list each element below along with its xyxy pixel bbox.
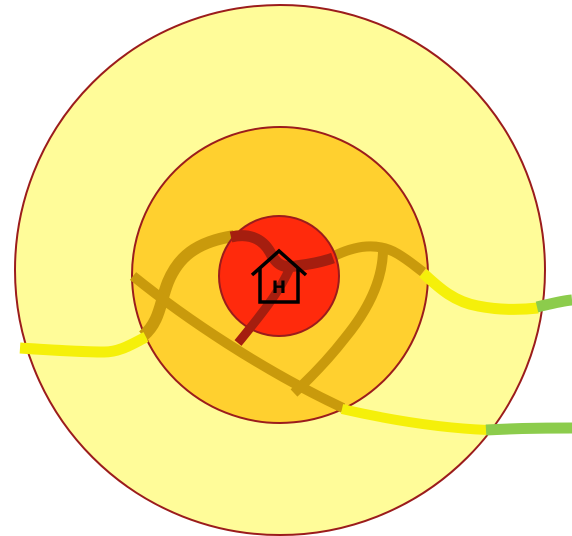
road-far-south bbox=[485, 422, 572, 436]
outer-roads bbox=[19, 268, 539, 435]
road-mid-upper-loop bbox=[138, 230, 236, 341]
road-far-east bbox=[535, 294, 572, 313]
road-outer-east bbox=[419, 268, 539, 315]
far-roads bbox=[485, 294, 572, 436]
mid-roads bbox=[129, 230, 427, 413]
inner-zone bbox=[218, 215, 340, 337]
house-icon: H bbox=[250, 248, 308, 304]
road-outer-south bbox=[340, 404, 489, 435]
road-core-top bbox=[229, 230, 335, 273]
home-letter: H bbox=[272, 278, 286, 298]
road-core-down bbox=[234, 268, 294, 346]
road-mid-right-arc bbox=[329, 241, 427, 276]
road-mid-right-descent bbox=[290, 251, 388, 397]
core-roads bbox=[229, 230, 335, 346]
road-mid-diagonal bbox=[129, 272, 346, 413]
road-outer-west bbox=[19, 332, 149, 358]
